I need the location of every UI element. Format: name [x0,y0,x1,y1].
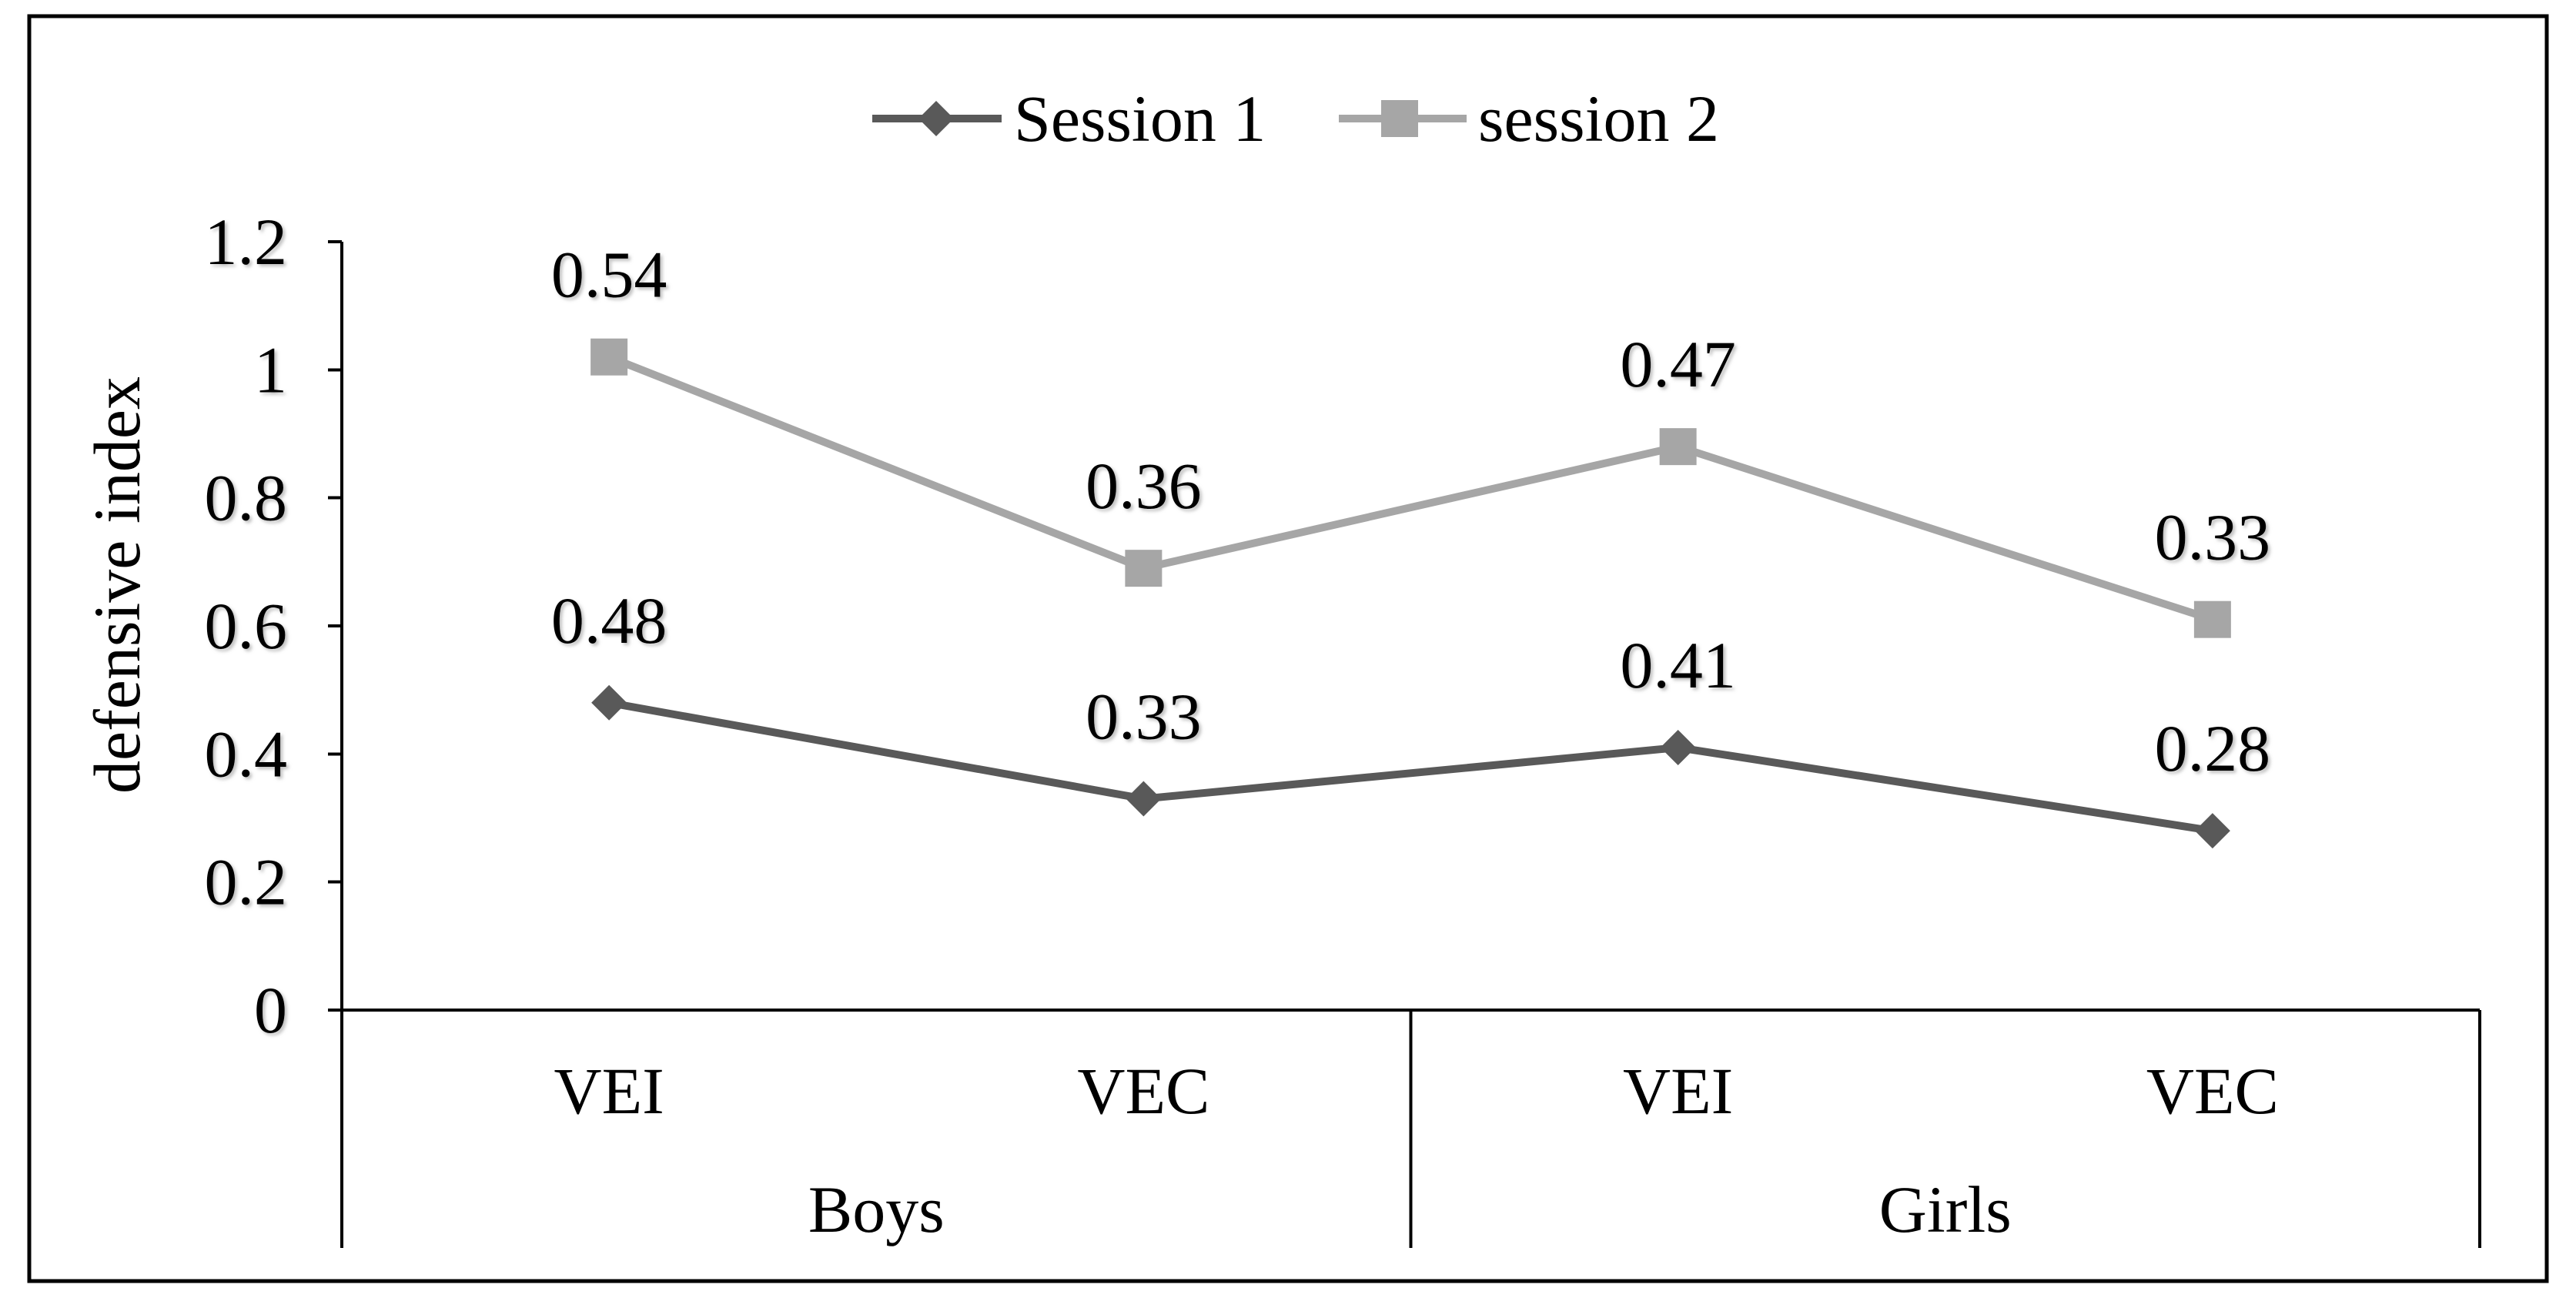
data-label-session-1-boys-vei: 0.48 [551,584,667,657]
y-tick-label: 0.4 [205,717,288,791]
x-group-label-boys: Boys [808,1173,945,1246]
x-category-label-girls-vec: VEC [2146,1054,2279,1128]
series-line-session-2 [605,353,2216,624]
data-label-session-2-girls-vec: 0.33 [2155,500,2271,574]
point-session-1-boys-vec [1126,781,1162,817]
legend-entry-session-2: session 2 [1339,82,1719,156]
data-label-session-2-boys-vei: 0.54 [551,238,667,312]
data-label-session-1-girls-vei: 0.41 [1620,628,1736,702]
y-axis-title: defensive index [80,376,154,794]
legend-label-session-2: session 2 [1478,82,1719,156]
point-session-2-girls-vec [2193,600,2231,638]
data-label-session-2-boys-vec: 0.36 [1086,449,1202,523]
x-category-label-boys-vec: VEC [1077,1054,1209,1128]
legend-diamond-marker [918,101,954,136]
point-session-1-girls-vec [2194,813,2230,849]
y-tick-label: 0.8 [205,461,288,535]
y-tick-label: 1 [254,333,287,406]
point-session-2-girls-vei [1659,428,1697,466]
legend-square-marker [1381,100,1418,137]
axes: 0 0.2 0.4 0.6 0.8 1 1.2 VEI VEC VEI VEC Boys Girls [205,205,2481,1248]
x-category-label-girls-vei: VEI [1623,1054,1733,1128]
point-session-1-boys-vei [591,684,627,721]
data-labels: 0.48 0.33 0.41 0.28 0.54 0.36 0.47 0.33 [551,238,2270,785]
data-label-session-1-girls-vec: 0.28 [2155,711,2271,785]
chart-border [27,14,2549,1283]
series-line-session-1 [605,698,2216,835]
legend: Session 1 session 2 [872,82,1719,156]
y-tick-label: 0.2 [205,845,288,919]
point-session-1-girls-vei [1660,730,1696,766]
y-tick-label: 0 [254,973,287,1047]
legend-label-session-1: Session 1 [1014,82,1266,156]
data-label-session-1-boys-vec: 0.33 [1086,680,1202,754]
y-tick-label: 0.6 [205,589,288,663]
plot-series [590,338,2231,849]
legend-entry-session-1: Session 1 [872,82,1266,156]
data-label-session-2-girls-vei: 0.47 [1620,327,1736,401]
y-tick-label: 1.2 [205,205,288,279]
point-session-2-boys-vec [1125,550,1163,587]
point-session-2-boys-vei [590,338,628,376]
x-group-label-girls: Girls [1879,1173,2012,1246]
x-category-label-boys-vei: VEI [554,1054,664,1128]
